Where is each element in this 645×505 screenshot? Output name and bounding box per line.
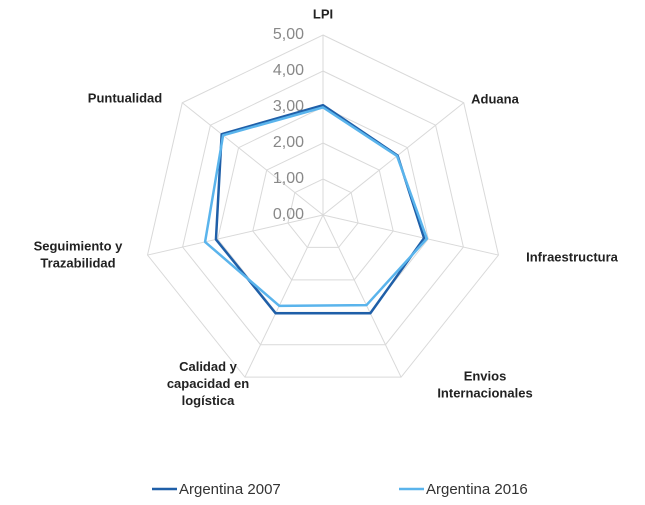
spoke <box>181 102 324 216</box>
spoke <box>322 214 402 378</box>
grid-ring <box>146 34 500 378</box>
spoke <box>244 214 324 378</box>
axis-label: Puntualidad <box>88 90 162 105</box>
y-tick-label: 1,00 <box>273 170 304 187</box>
axis-label: Infraestructura <box>526 249 619 264</box>
series-line <box>203 106 429 308</box>
y-tick-label: 2,00 <box>273 134 304 151</box>
legend-label: Argentina 2016 <box>426 481 528 498</box>
y-tick-label: 5,00 <box>273 26 304 43</box>
grid-ring <box>287 178 359 248</box>
y-tick-label: 4,00 <box>273 62 304 79</box>
axis-label: Aduana <box>471 91 519 106</box>
y-tick-label: 3,00 <box>273 98 304 115</box>
y-tick-label: 0,00 <box>273 206 304 223</box>
axis-label: Calidad y capacidad en logística <box>167 359 249 408</box>
axis-label: LPI <box>313 6 333 21</box>
axis-label: Seguimiento y Trazabilidad <box>34 239 124 271</box>
spoke <box>322 102 465 216</box>
axis-label: Envios Internacionales <box>437 369 532 401</box>
grid-ring <box>182 70 464 346</box>
series-line <box>214 103 426 315</box>
spoke <box>147 214 324 256</box>
legend-label: Argentina 2007 <box>179 481 281 498</box>
spoke <box>322 214 499 256</box>
grid-ring <box>252 142 394 281</box>
